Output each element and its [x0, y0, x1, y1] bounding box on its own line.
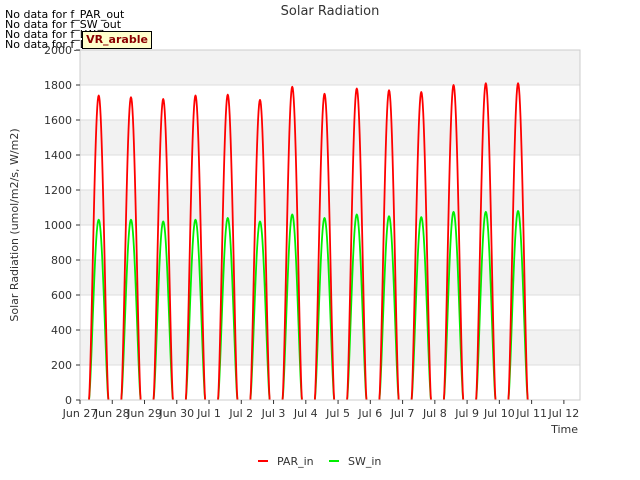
x-tick-label: Jun 29	[126, 407, 162, 420]
y-tick-label: 800	[51, 254, 72, 267]
y-tick-label: 400	[51, 324, 72, 337]
y-tick-label: 1000	[44, 219, 72, 232]
y-tick-label: 1200	[44, 184, 72, 197]
nodata-message-lw-in: No data for f_LW_in	[5, 28, 112, 41]
site-tag-badge: VR_arable	[82, 31, 152, 49]
y-axis-label: Solar Radiation (umol/m2/s, W/m2)	[8, 128, 21, 321]
nodata-message-sw-out: No data for f_SW_out	[5, 18, 122, 31]
legend: PAR_in SW_in	[258, 455, 381, 468]
x-tick-label: Jun 28	[94, 407, 130, 420]
y-axis-ticks: 0 200 400 600 800 1000 1200 1400 1600 1800 2000	[44, 44, 80, 407]
x-tick-label: Jun 27	[62, 407, 98, 420]
y-tick-label: 200	[51, 359, 72, 372]
x-tick-label: Jul 4	[293, 407, 318, 420]
x-tick-label: Jul 9	[454, 407, 479, 420]
y-tick-label: 1800	[44, 79, 72, 92]
legend-label-sw-in: SW_in	[348, 455, 381, 468]
series-line-par-in	[88, 82, 529, 401]
x-tick-label: Jul 10	[483, 407, 515, 420]
legend-label-par-in: PAR_in	[277, 455, 314, 468]
chart-title: Solar Radiation	[281, 4, 380, 19]
x-tick-label: Jul 7	[390, 407, 415, 420]
y-tick-label: 1400	[44, 149, 72, 162]
background-band	[80, 120, 580, 155]
series-line-sw-in	[88, 210, 529, 401]
x-tick-label: Jul 6	[357, 407, 382, 420]
x-tick-label: Jul 5	[325, 407, 350, 420]
y-tick-label: 0	[65, 394, 72, 407]
x-tick-label: Jul 11	[515, 407, 547, 420]
x-tick-label: Jul 12	[547, 407, 579, 420]
x-tick-label: Jul 1	[196, 407, 221, 420]
x-tick-label: Jul 3	[261, 407, 286, 420]
y-tick-label: 2000	[44, 44, 72, 57]
series-layer	[88, 82, 529, 401]
nodata-message-lw-out: No data for f_LW_out	[5, 38, 120, 51]
x-axis-label: Time	[550, 423, 578, 436]
y-tick-label: 600	[51, 289, 72, 302]
x-tick-label: Jun 30	[158, 407, 194, 420]
background-band	[80, 330, 580, 365]
x-tick-label: Jul 8	[422, 407, 447, 420]
nodata-message-par-out: No data for f_PAR_out	[5, 8, 125, 21]
background-band	[80, 50, 580, 85]
y-tick-label: 1600	[44, 114, 72, 127]
x-tick-label: Jul 2	[228, 407, 253, 420]
